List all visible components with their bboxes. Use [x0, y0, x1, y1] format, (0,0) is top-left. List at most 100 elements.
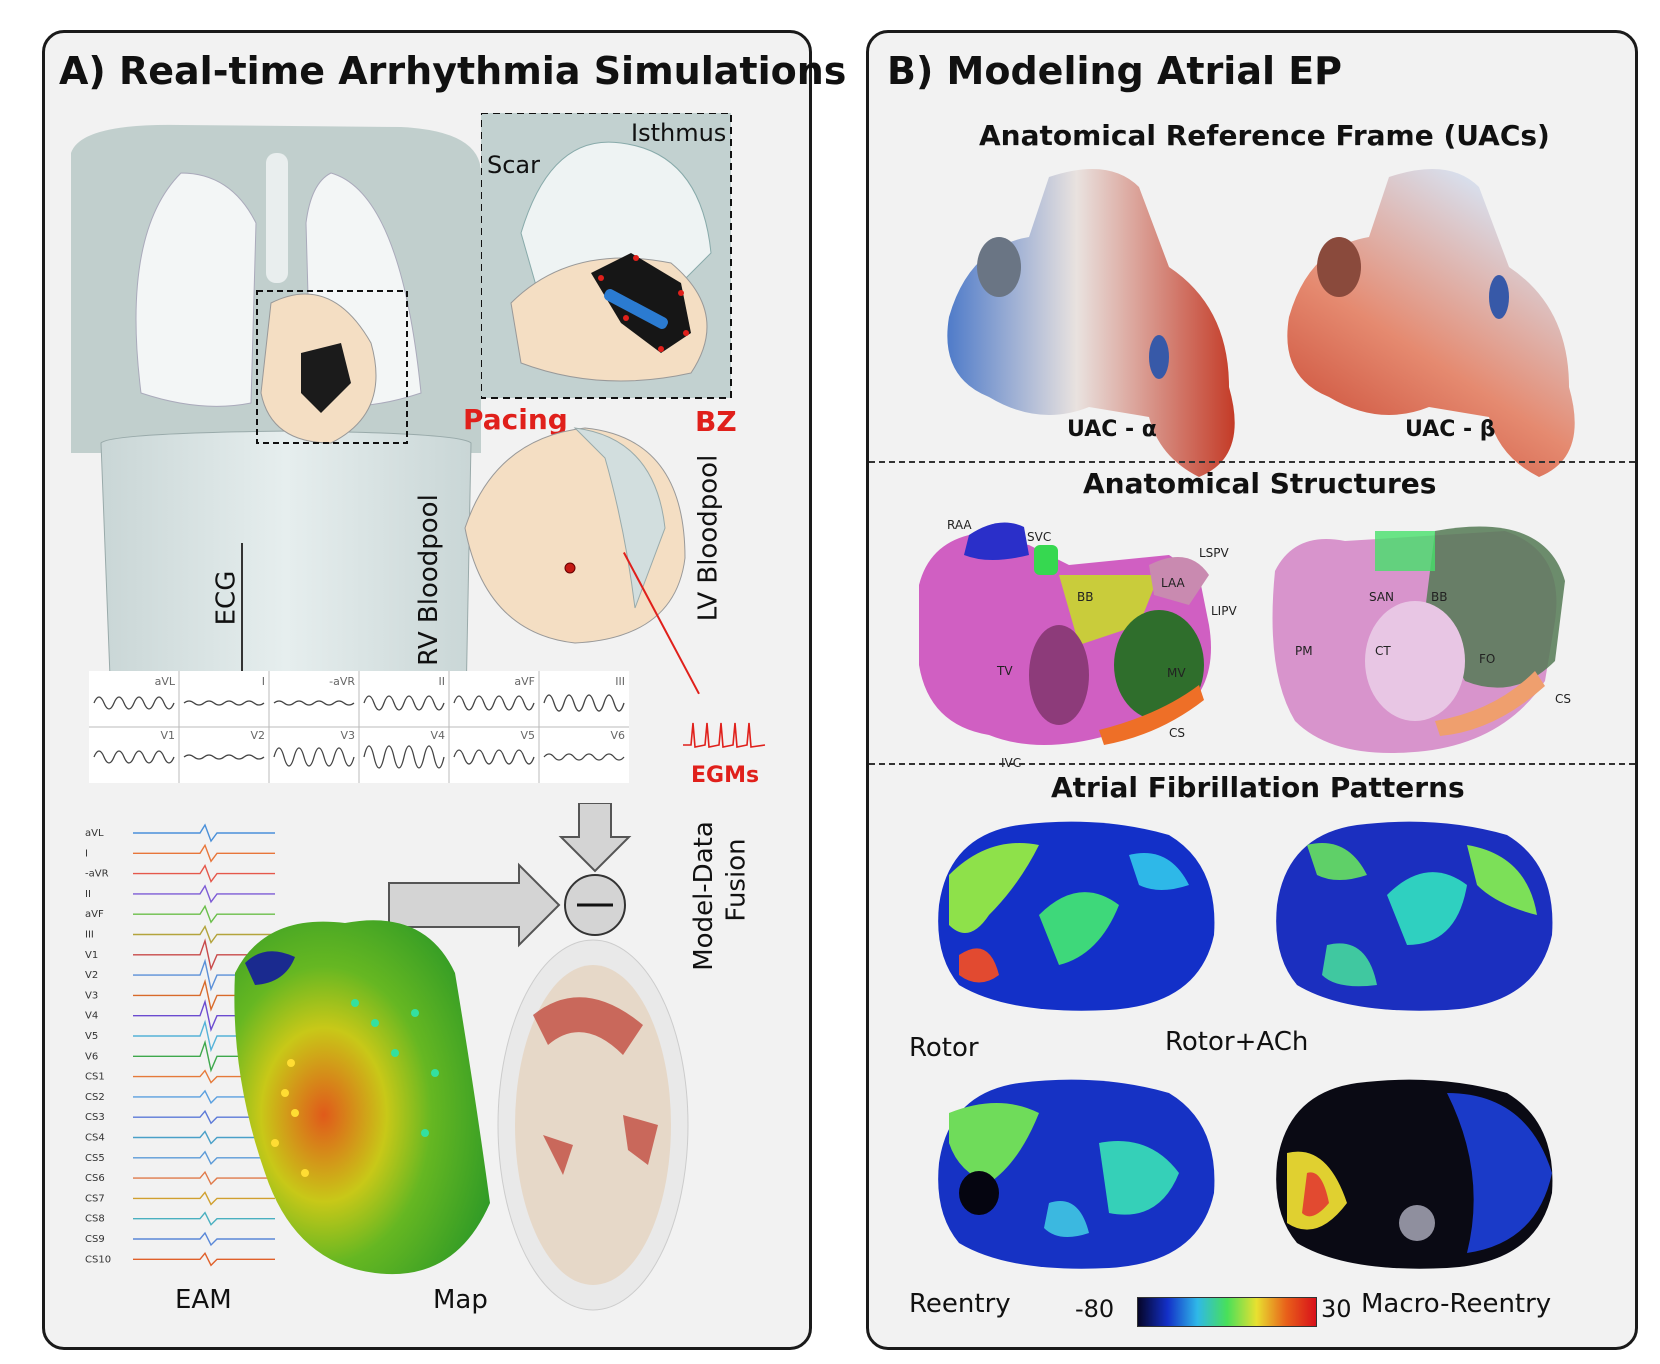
eam-trace	[133, 864, 275, 884]
ecg-lead-label: V1	[160, 729, 175, 742]
electroanatomic-map	[234, 920, 490, 1275]
colorbar-max-label: 30	[1321, 1295, 1352, 1323]
border-zone-dots	[598, 255, 689, 352]
af-pattern-rotor-ach	[1276, 821, 1553, 1011]
eam-trace	[133, 1130, 275, 1145]
eam-lead-label: CS2	[85, 1092, 105, 1103]
egms-label: EGMs	[691, 763, 760, 788]
colorbar-min-label: -80	[1075, 1295, 1115, 1323]
ecg-grid: aVL I -aVR II aVF III V1 V2 V3 V4 V5 V6	[89, 671, 629, 783]
eam-trace	[133, 884, 275, 904]
panel-a-title: A) Real-time Arrhythmia Simulations	[59, 49, 847, 93]
eam-traces: aVL I -aVR II aVF III V1 V2 V3 V4 V5 V6 CS1 CS2 CS3 CS4…	[85, 823, 275, 1267]
af-pattern-reentry	[938, 1079, 1215, 1269]
panel-b-title: B) Modeling Atrial EP	[887, 49, 1343, 93]
eam-lead-label: V3	[85, 990, 98, 1001]
structures-section-title: Anatomical Structures	[1083, 467, 1437, 500]
anatomical-structures-left: RAA SVC BB LAA LSPV LIPV TV MV CS IVC	[919, 518, 1237, 770]
section-divider-1	[869, 461, 1635, 463]
section-divider-2	[869, 763, 1635, 765]
zoom-box-small	[256, 290, 408, 444]
ecg-lead-label: V6	[610, 729, 625, 742]
eam-trace	[133, 1252, 275, 1267]
structure-label: LSPV	[1199, 546, 1230, 560]
eam-lead-label: CS5	[85, 1153, 105, 1164]
eam-lead-label: I	[85, 848, 88, 859]
right-arrow	[388, 862, 561, 948]
af-pattern-rotor	[938, 821, 1215, 1011]
af-section-title: Atrial Fibrillation Patterns	[1051, 771, 1465, 804]
structure-label: CS	[1169, 726, 1185, 740]
eam-lead-label: CS4	[85, 1133, 105, 1144]
pacing-catheter	[604, 289, 668, 329]
ecg-lead-label: aVL	[155, 675, 176, 688]
structure-label: PM	[1295, 644, 1313, 658]
eam-lead-label: V6	[85, 1051, 98, 1062]
anatomical-structures-right: SAN BB PM CT FO CS	[1272, 526, 1571, 753]
eam-trace	[133, 999, 275, 1032]
eam-trace	[133, 823, 275, 843]
ecg-connector	[241, 543, 243, 673]
eam-trace	[133, 1170, 275, 1186]
ecg-lead-label: II	[439, 675, 446, 688]
eam-trace	[133, 904, 275, 924]
structure-label: BB	[1077, 590, 1093, 604]
structure-label: CT	[1375, 644, 1391, 658]
structure-label: TV	[996, 664, 1013, 678]
bz-label: BZ	[695, 405, 737, 438]
ecg-lead-label: III	[615, 675, 625, 688]
ecg-lead-label: V4	[430, 729, 445, 742]
colorbar	[1137, 1297, 1317, 1327]
structure-label: FO	[1479, 652, 1495, 666]
af-pattern-label: Macro-Reentry	[1361, 1289, 1552, 1319]
model-data-fusion-label-2: Fusion	[721, 838, 752, 922]
ecg-lead-label: V5	[520, 729, 535, 742]
eam-label: EAM	[175, 1285, 232, 1315]
ecg-lead-label: I	[262, 675, 265, 688]
eam-lead-label: III	[85, 930, 94, 941]
eam-lead-label: CS7	[85, 1193, 105, 1204]
eam-trace	[133, 958, 275, 992]
af-pattern-label: Reentry	[909, 1289, 1011, 1319]
pacing-site	[564, 562, 576, 574]
eam-trace	[133, 1150, 275, 1165]
fused-model	[497, 939, 689, 1311]
structure-label: RAA	[947, 518, 972, 532]
eam-trace	[133, 1069, 275, 1084]
panel-b: B) Modeling Atrial EP Anatomical Referen…	[866, 30, 1638, 1350]
eam-lead-label: aVL	[85, 828, 104, 839]
scar-small	[301, 343, 351, 413]
torso-illustration	[71, 124, 481, 704]
structure-label: MV	[1167, 666, 1186, 680]
structure-label: SVC	[1027, 530, 1051, 544]
structure-label: SAN	[1369, 590, 1394, 604]
ecg-lead-label: V3	[340, 729, 355, 742]
isthmus-label: Isthmus	[631, 119, 727, 147]
eam-lead-label: CS8	[85, 1214, 105, 1225]
structure-label: CS	[1555, 692, 1571, 706]
eam-trace	[133, 924, 275, 944]
eam-lead-label: V5	[85, 1031, 98, 1042]
rv-bloodpool-label: RV Bloodpool	[413, 494, 444, 666]
eam-trace	[133, 1089, 275, 1105]
scar-large	[591, 253, 691, 353]
lv-bloodpool-label: LV Bloodpool	[693, 454, 724, 622]
ecg-lead-label: aVF	[514, 675, 535, 688]
uac-section-title: Anatomical Reference Frame (UACs)	[979, 119, 1550, 152]
structure-label: BB	[1431, 590, 1447, 604]
left-lung	[135, 172, 257, 407]
eam-trace	[133, 978, 275, 1012]
trachea	[266, 153, 288, 283]
eam-trace	[133, 1211, 275, 1226]
eam-trace	[133, 843, 275, 863]
pacing-label: Pacing	[463, 403, 568, 436]
af-pattern-label: Rotor+ACh	[1165, 1027, 1309, 1057]
af-pattern-label: Rotor	[909, 1033, 979, 1063]
eam-trace	[133, 1019, 275, 1053]
uac-beta-label: UAC - β	[1405, 417, 1496, 442]
structure-label: LIPV	[1211, 604, 1237, 618]
eam-trace	[133, 1191, 275, 1206]
model-data-fusion-label-1: Model-Data	[688, 821, 719, 971]
egm-trace	[683, 722, 766, 748]
uac-beta-model	[1287, 169, 1575, 477]
